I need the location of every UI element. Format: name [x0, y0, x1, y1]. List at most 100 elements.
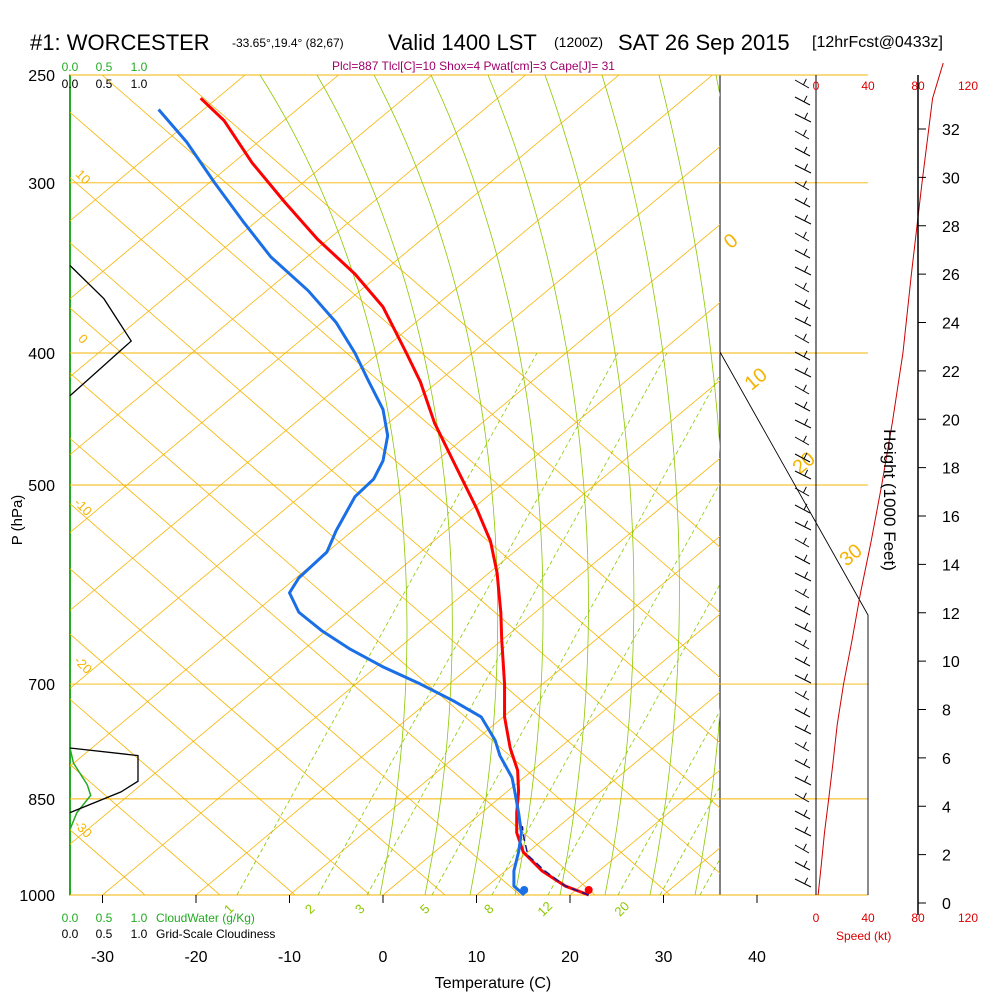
- wind-barb: [794, 283, 810, 293]
- cloudiness-label: Grid-Scale Cloudiness: [156, 927, 275, 941]
- mixing-ratio-line: [366, 352, 668, 895]
- wind-barb: [804, 469, 809, 477]
- dry-adiabat-line: [176, 75, 720, 548]
- wind-barb: [804, 775, 809, 783]
- cloudwater-tick-bottom: 1.0: [131, 911, 148, 925]
- wind-barb: [794, 504, 811, 514]
- moist-adiabat-line: [430, 75, 544, 895]
- wind-barb: [794, 691, 810, 701]
- wind-barb: [803, 860, 808, 868]
- wind-barb: [794, 113, 812, 123]
- wind-barb: [803, 503, 808, 511]
- moist-adiabat-line: [487, 75, 589, 895]
- x-tick-label: 20: [561, 949, 579, 966]
- wind-barb: [794, 317, 812, 327]
- dry-adiabat-line: [70, 307, 720, 874]
- wind-barb: [794, 657, 811, 667]
- wind-barb: [794, 538, 810, 548]
- height-tick-label: 4: [942, 799, 951, 816]
- wind-barb: [803, 146, 808, 154]
- cloudwater-tick-top: 0.0: [62, 60, 79, 74]
- moist-adiabat-label: 0: [720, 229, 743, 253]
- isotherm-line: [70, 75, 526, 456]
- valid-date: SAT 26 Sep 2015: [618, 30, 790, 55]
- wind-barb: [794, 470, 812, 480]
- moist-adiabat-line: [658, 75, 720, 895]
- wind-barb: [802, 486, 807, 494]
- height-boundary-line: [719, 351, 869, 895]
- aux-panels: [69, 62, 944, 896]
- wind-barb: [804, 214, 809, 222]
- wind-barb: [804, 265, 809, 273]
- wind-tick-top: 0: [813, 79, 820, 93]
- wind-barb: [804, 520, 809, 528]
- wind-barb: [794, 215, 812, 225]
- height-tick-label: 20: [942, 412, 960, 429]
- wind-barb: [794, 147, 811, 157]
- wind-barb: [794, 96, 811, 106]
- wind-barb: [794, 844, 810, 854]
- x-tick-label: -20: [184, 949, 207, 966]
- x-tick-label: -30: [91, 949, 114, 966]
- wind-barb: [803, 809, 808, 817]
- height-tick-label: 14: [942, 557, 960, 574]
- wind-barb: [794, 79, 810, 89]
- wind-barb: [803, 452, 808, 460]
- wind-barb: [803, 299, 808, 307]
- wind-barb: [804, 673, 809, 681]
- height-tick-label: 12: [942, 606, 960, 623]
- wind-speed-line: [817, 62, 944, 896]
- parcel-line: [521, 825, 589, 896]
- wind-barb: [794, 742, 810, 752]
- height-tick-label: 10: [942, 654, 960, 671]
- wind-barb: [803, 248, 808, 256]
- wind-tick-bottom: 40: [861, 911, 875, 925]
- wind-barb: [803, 707, 808, 715]
- wind-barb: [803, 350, 808, 358]
- mixing-ratio-line: [491, 482, 720, 895]
- cloudiness-tick-top: 1.0: [131, 77, 148, 91]
- dry-adiabat-line: [70, 437, 596, 895]
- height-tick-label: 8: [942, 703, 951, 720]
- height-tick-label: 32: [942, 122, 960, 139]
- wind-barb: [794, 164, 812, 174]
- wind-barb: [794, 419, 812, 429]
- dry-adiabat-label: -10: [71, 495, 95, 519]
- moist-adiabat-line: [373, 75, 499, 895]
- height-tick-label: 2: [942, 848, 951, 865]
- wind-barb: [802, 129, 807, 137]
- pressure-tick-label: 1000: [19, 888, 55, 905]
- valid-time: Valid 1400 LST: [388, 30, 537, 55]
- x-tick-label: 10: [468, 949, 486, 966]
- isotherm-line: [382, 613, 720, 895]
- wind-barb: [804, 826, 809, 834]
- cloudiness-tick-bottom: 1.0: [131, 927, 148, 941]
- pressure-tick-label: 700: [28, 677, 55, 694]
- height-tick-label: 30: [942, 170, 960, 187]
- cloudwater-label: CloudWater (g/Kg): [156, 911, 255, 925]
- wind-barb: [802, 690, 807, 698]
- cloudwater-tick-bottom: 0.0: [62, 911, 79, 925]
- moist-adiabat-line: [259, 75, 408, 895]
- surface-dewpoint-point: [520, 886, 529, 894]
- surface-temperature-point: [584, 886, 593, 894]
- cloudiness-tick-top: 0.5: [96, 77, 113, 91]
- isotherm-line: [289, 535, 720, 895]
- x-tick-label: 30: [655, 949, 673, 966]
- mixing-ratio-line: [699, 858, 720, 895]
- height-tick-label: 22: [942, 364, 960, 381]
- dry-adiabat-label: 10: [73, 166, 94, 187]
- wind-tick-bottom: 120: [958, 911, 978, 925]
- height-axis-label: Height (1000 Feet): [880, 429, 899, 571]
- height-tick-label: 28: [942, 219, 960, 236]
- height-tick-label: 0: [942, 896, 951, 913]
- wind-barb: [803, 605, 808, 613]
- wind-barb: [802, 231, 807, 239]
- dewpoint-line: [157, 108, 526, 897]
- wind-barb: [794, 266, 812, 276]
- profile-lines: [157, 97, 593, 897]
- cloudwater-tick-top: 1.0: [131, 60, 148, 74]
- mixing-ratio-label: 5: [417, 901, 433, 917]
